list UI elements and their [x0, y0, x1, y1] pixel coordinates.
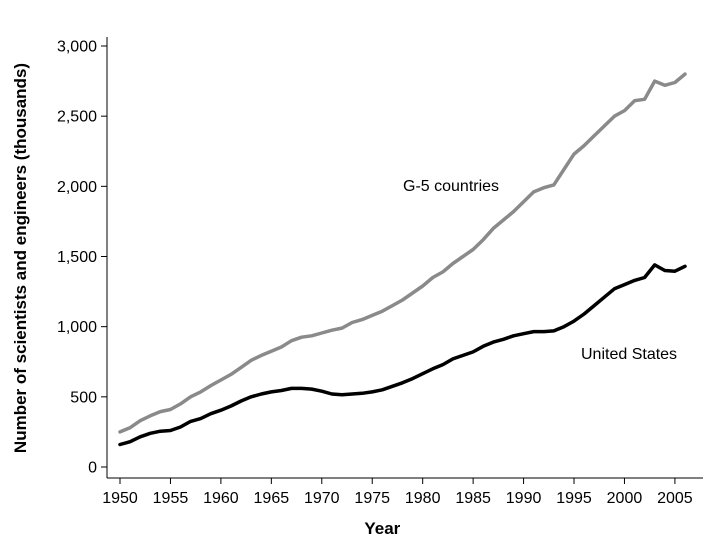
y-tick-label: 1,000 — [57, 319, 97, 336]
x-ticks: 1950 1955 1960 1965 1970 1975 1980 1985 1990 1995… — [102, 478, 693, 507]
x-tick-label: 2000 — [607, 490, 643, 507]
y-axis-title: Number of scientists and engineers (thou… — [11, 63, 30, 453]
x-tick-label: 1950 — [102, 490, 138, 507]
x-tick-label: 1955 — [153, 490, 189, 507]
x-tick-label: 1965 — [254, 490, 290, 507]
y-tick-label: 0 — [88, 460, 97, 477]
x-axis-title: Year — [364, 519, 400, 538]
y-tick-label: 1,500 — [57, 249, 97, 266]
x-tick-label: 1970 — [304, 490, 340, 507]
x-tick-label: 1985 — [455, 490, 491, 507]
annotation-united-states: United States — [581, 346, 677, 363]
x-tick-label: 1975 — [354, 490, 390, 507]
y-tick-label: 2,500 — [57, 109, 97, 126]
y-tick-label: 2,000 — [57, 179, 97, 196]
y-tick-label: 500 — [70, 389, 97, 406]
series-lines — [118, 72, 687, 447]
series-line-united-states — [118, 263, 687, 447]
y-tick-label: 3,000 — [57, 39, 97, 56]
x-tick-label: 1980 — [405, 490, 441, 507]
axes — [106, 37, 703, 479]
y-ticks: 0 500 1,000 1,500 2,000 2,500 3,000 — [57, 39, 107, 477]
x-tick-label: 2005 — [657, 490, 693, 507]
annotation-g5-countries: G-5 countries — [403, 178, 499, 195]
series-line-g5-countries — [118, 72, 687, 434]
x-tick-label: 1960 — [203, 490, 239, 507]
x-tick-label: 1995 — [556, 490, 592, 507]
x-tick-label: 1990 — [506, 490, 542, 507]
